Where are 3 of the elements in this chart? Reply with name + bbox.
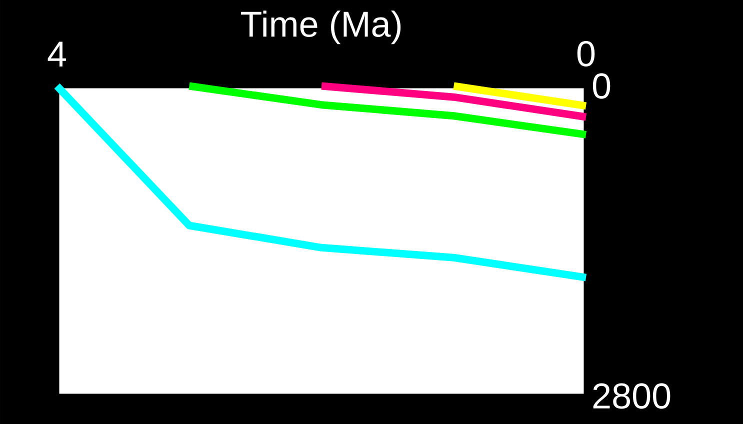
x-tick-label: 4 [48, 42, 66, 66]
x-axis-title: Time (Ma) [240, 10, 401, 44]
y-tick-label: 2800 [593, 383, 670, 409]
